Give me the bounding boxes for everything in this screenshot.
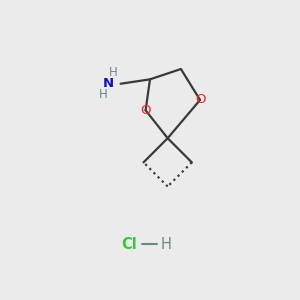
Text: H: H <box>109 66 118 79</box>
Text: Cl: Cl <box>122 237 137 252</box>
Text: N: N <box>103 77 114 90</box>
Text: H: H <box>98 88 107 101</box>
Text: H: H <box>161 237 172 252</box>
Text: O: O <box>140 104 151 117</box>
Text: O: O <box>195 93 205 106</box>
